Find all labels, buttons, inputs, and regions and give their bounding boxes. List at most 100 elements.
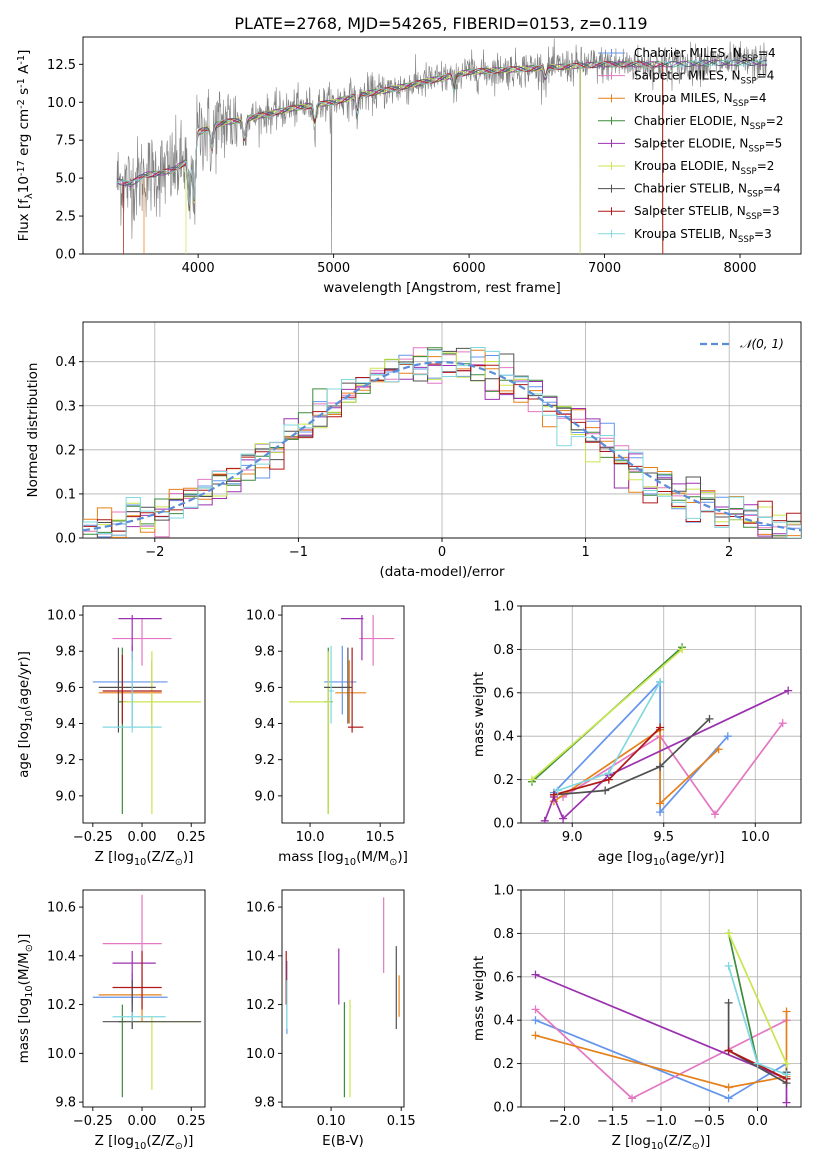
y-tick-label: 0.1 <box>55 487 76 502</box>
x-tick-label: 0.15 <box>387 1114 416 1129</box>
weight-point <box>705 714 714 723</box>
y-tick-label: 10.4 <box>47 949 76 964</box>
text-span: Kroupa MILES, N <box>634 91 733 105</box>
y-tick-label: 10.4 <box>246 949 275 964</box>
y-tick-label: 0.0 <box>55 248 76 263</box>
weight-vs-z-plot: −2.0 −1.5 −1.0 −0.5 0.0 0.0 0.2 0.4 0.6 0.8 1.0 Z [… <box>471 884 802 1152</box>
x-tick-label: 4000 <box>182 261 215 276</box>
x-tick-label: 0.25 <box>177 1114 206 1129</box>
axes: 4000 5000 6000 7000 8000 0.0 2.5 5.0 7.5 10.0 12.5… <box>16 36 802 296</box>
y-tick-label: 10.6 <box>47 901 76 916</box>
text-span: =2 <box>766 114 784 128</box>
axes-frame <box>281 889 405 1108</box>
x-tick-label: 6000 <box>453 261 486 276</box>
text-span: mass [log <box>278 849 344 865</box>
text-span: s <box>16 88 32 99</box>
text-span: mass weight <box>471 672 487 757</box>
text-span: 10 <box>16 176 32 193</box>
y-tick-label: 9.0 <box>55 789 76 804</box>
spectrum-lines <box>116 38 768 254</box>
text-span: =5 <box>765 136 783 150</box>
text-span: (M/M <box>16 952 32 985</box>
x-axis-label: age [log10(age/yr)] <box>598 849 725 868</box>
text-span: erg cm <box>16 109 32 160</box>
y-tick-label: 0.2 <box>493 773 514 788</box>
text-span: SSP <box>748 144 764 154</box>
residuals-plot: −2 −1 0 1 2 0.0 0.1 0.2 0.3 0.4 (data-model)/error… <box>25 321 802 580</box>
legend-label: 𝒩(0, 1) <box>740 337 784 351</box>
text-span: -17 <box>16 160 27 176</box>
y-tick-label: 9.8 <box>55 645 76 660</box>
text-span: -1 <box>16 55 27 65</box>
text-span: ⊙ <box>175 857 183 868</box>
y-tick-label: 9.8 <box>254 1096 275 1111</box>
y-tick-label: 0.2 <box>493 1057 514 1072</box>
text-span: ] <box>16 50 32 55</box>
legend-label: Salpeter STELIB, NSSP=3 <box>634 204 780 222</box>
text-span: SSP <box>738 235 754 245</box>
text-span: Chabrier ELODIE, N <box>634 114 750 128</box>
y-axis-label: age [log10(age/yr)] <box>16 651 35 778</box>
text-span: ⊙ <box>24 944 35 952</box>
y-tick-label: 0.6 <box>493 686 514 701</box>
axes-frame <box>82 36 802 255</box>
text-span: λ <box>24 193 35 199</box>
text-span: =2 <box>757 159 775 173</box>
axes-frame <box>520 605 802 824</box>
weight-line <box>553 718 711 796</box>
x-tick-label: 2 <box>725 545 733 560</box>
x-tick-label: −2 <box>145 545 164 560</box>
x-axis-label: E(B-V) <box>322 1133 364 1149</box>
text-span: 10 <box>134 857 146 868</box>
text-span: 10 <box>134 1141 146 1152</box>
y-tick-label: 10.6 <box>246 901 275 916</box>
weight-point <box>553 786 562 795</box>
x-axis-label: Z [log10(Z/Z⊙)] <box>612 1133 711 1152</box>
y-tick-label: 10.2 <box>246 998 275 1013</box>
y-tick-label: 10.0 <box>47 96 76 111</box>
y-tick-label: 9.8 <box>254 645 275 660</box>
weight-line <box>562 722 784 816</box>
text-span: E(B-V) <box>322 1133 364 1149</box>
text-span: SSP <box>750 122 766 132</box>
y-tick-label: 1.0 <box>493 884 514 899</box>
y-tick-label: 2.5 <box>55 210 76 225</box>
axes-frame <box>82 889 206 1108</box>
text-span: )] <box>397 849 408 865</box>
text-span: 10 <box>24 710 35 722</box>
x-tick-label: 0.0 <box>747 1114 768 1129</box>
x-tick-label: −1.0 <box>645 1114 677 1129</box>
weight-point <box>724 1046 733 1055</box>
x-tick-label: −2.0 <box>549 1114 581 1129</box>
weight-point <box>527 775 536 784</box>
x-tick-label: 1 <box>581 545 589 560</box>
legend-label: Kroupa MILES, NSSP=4 <box>634 91 767 109</box>
weight-point <box>782 1098 791 1107</box>
x-axis-label: Z [log10(Z/Z⊙)] <box>95 1133 194 1152</box>
legend-label: Salpeter MILES, NSSP=4 <box>634 69 774 87</box>
spectrum-plot: 4000 5000 6000 7000 8000 0.0 2.5 5.0 7.5 10.0 12.5… <box>16 36 802 296</box>
text-span: )] <box>16 934 32 945</box>
legend-label: Chabrier STELIB, NSSP=4 <box>634 182 781 200</box>
weight-point <box>782 1059 791 1068</box>
weight-point <box>753 1059 762 1068</box>
weight-point <box>559 814 568 823</box>
axes-frame <box>82 605 206 824</box>
y-tick-label: 0.8 <box>493 643 514 658</box>
text-span: -1 <box>16 78 27 88</box>
text-span: =4 <box>758 46 776 60</box>
legend-label: Kroupa STELIB, NSSP=3 <box>634 227 772 245</box>
text-span: =3 <box>754 227 772 241</box>
y-tick-label: 10.0 <box>47 1047 76 1062</box>
text-span: Chabrier STELIB, N <box>634 182 747 196</box>
text-span: Kroupa ELODIE, N <box>634 159 741 173</box>
x-tick-label: 9.5 <box>653 830 674 845</box>
age-vs-mass-plot: 10.0 10.5 9.0 9.2 9.4 9.6 9.8 10.0 mass [log10(M… <box>246 605 408 868</box>
age-vs-z-plot: −0.25 0.00 0.259.09.29.49.69.810.0Z [log10… <box>16 605 206 868</box>
legend: 𝒩(0, 1) <box>700 337 784 351</box>
x-tick-label: 9.0 <box>562 830 583 845</box>
error-bars <box>285 897 400 1098</box>
weight-series <box>527 643 793 823</box>
x-tick-label: 10.0 <box>741 830 770 845</box>
